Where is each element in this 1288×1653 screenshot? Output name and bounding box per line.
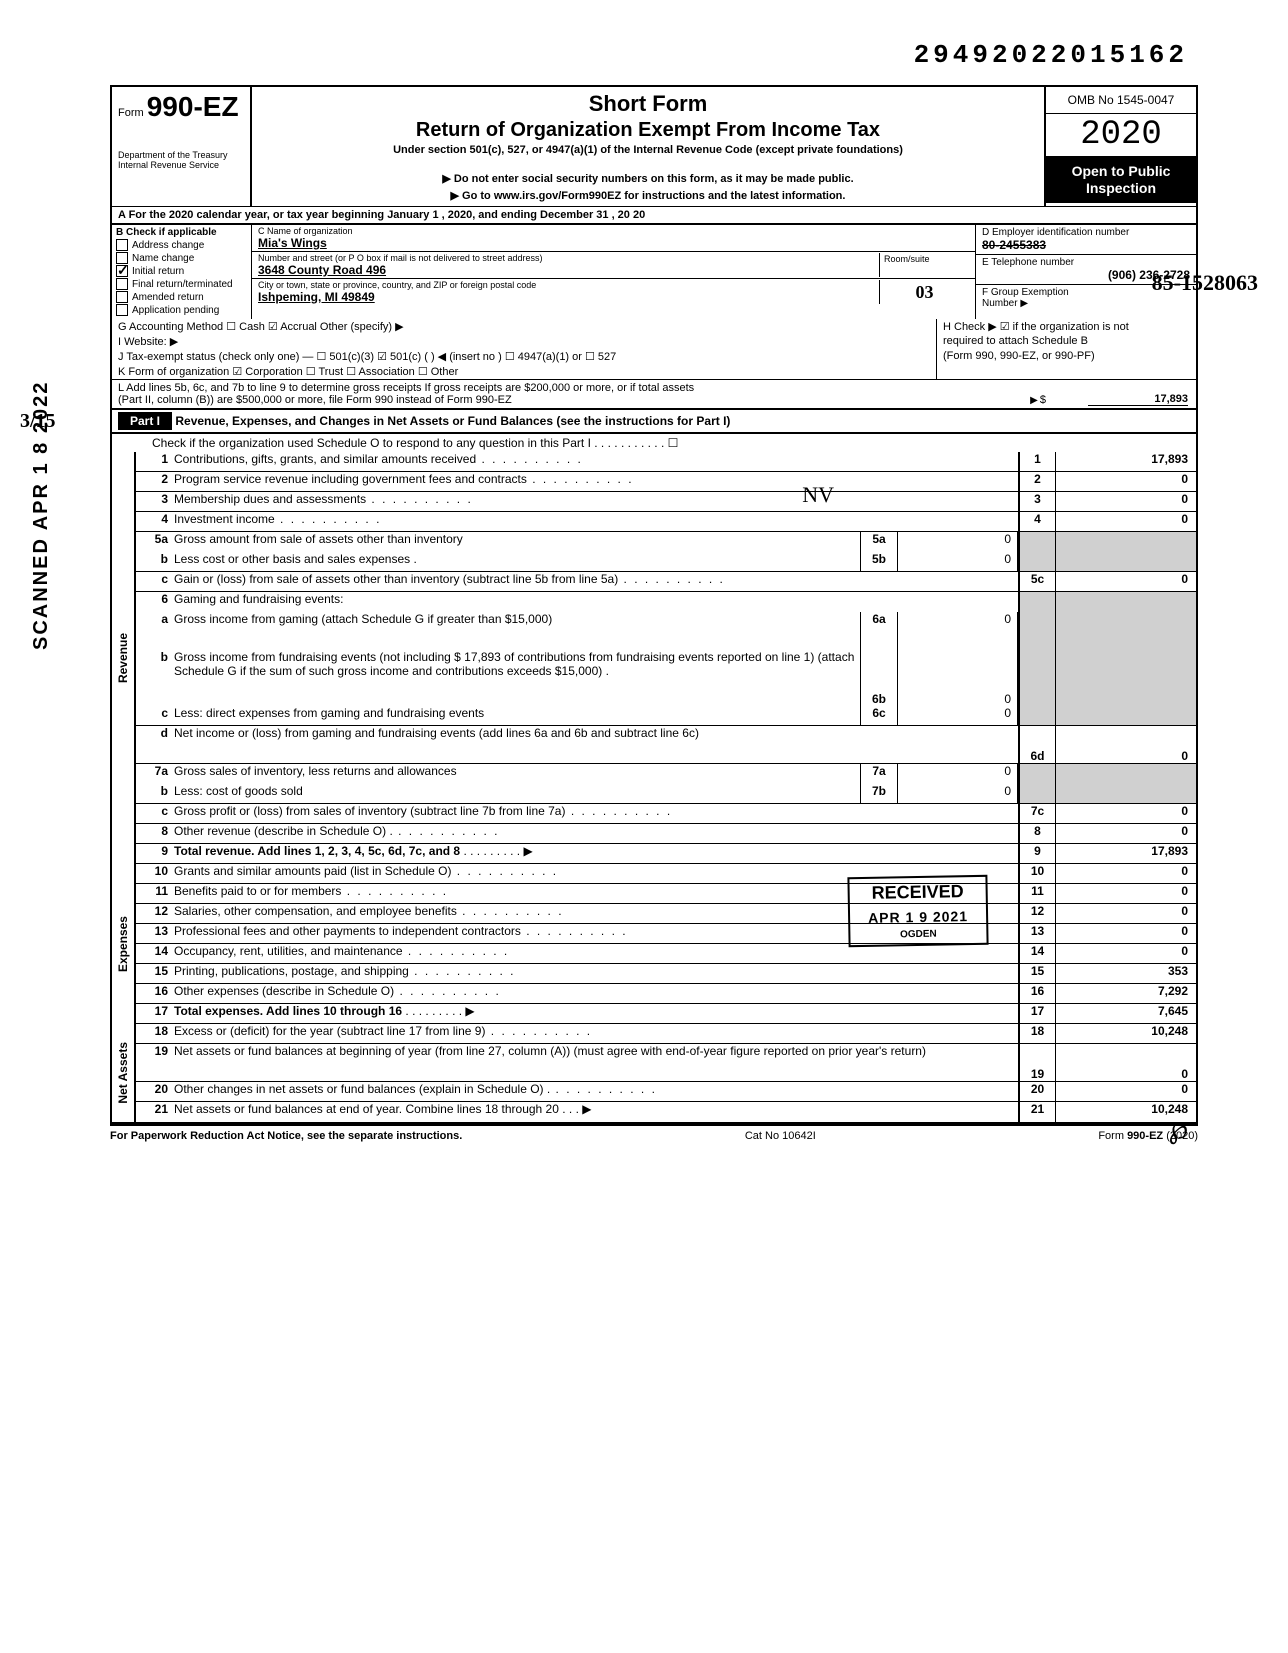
chk-pending[interactable] — [116, 304, 128, 316]
ein-handwritten: 85-1528063 — [1152, 270, 1258, 296]
ssn-note: ▶ Do not enter social security numbers o… — [260, 172, 1036, 185]
street-value: 3648 County Road 496 — [258, 263, 879, 277]
revenue-group: Revenue 1Contributions, gifts, grants, a… — [112, 452, 1196, 864]
ein-label: D Employer identification number — [982, 227, 1190, 238]
tel-label: E Telephone number — [982, 257, 1190, 268]
chk-address-change[interactable] — [116, 239, 128, 251]
net-assets-group: Net Assets 18Excess or (deficit) for the… — [112, 1024, 1196, 1124]
form-page: 29492022015162 SCANNED APR 1 8 2022 3/15… — [0, 0, 1288, 1176]
row-k: K Form of organization ☑ Corporation ☐ T… — [110, 364, 1198, 380]
open-inspection: Open to Public Inspection — [1046, 157, 1196, 203]
line-1-num: 1 — [1018, 452, 1056, 471]
tax-year: 2020 — [1046, 114, 1196, 157]
short-form-title: Short Form — [260, 91, 1036, 117]
room-label: Room/suite — [884, 254, 965, 264]
arrow-icon: $ — [1030, 394, 1046, 406]
part1-header-row: Part I Revenue, Expenses, and Changes in… — [110, 410, 1198, 434]
paperwork-notice: For Paperwork Reduction Act Notice, see … — [110, 1130, 462, 1142]
return-title: Return of Organization Exempt From Incom… — [260, 119, 1036, 142]
line-1-amt: 17,893 — [1056, 452, 1196, 471]
org-name: Mia's Wings — [258, 236, 969, 250]
omb-number: OMB No 1545-0047 — [1046, 87, 1196, 114]
website: I Website: ▶ — [112, 334, 936, 349]
part1-badge: Part I — [118, 412, 172, 430]
document-locator-number: 29492022015162 — [914, 40, 1188, 70]
dept-treasury: Department of the Treasury Internal Reve… — [118, 151, 244, 171]
right-header-box: OMB No 1545-0047 2020 Open to Public Ins… — [1046, 87, 1196, 206]
org-name-label: C Name of organization — [258, 226, 969, 236]
sched-b-note: required to attach Schedule B — [936, 334, 1196, 349]
signature-mark: ℘ — [1168, 1112, 1188, 1146]
form-number-box: Form 990-EZ Department of the Treasury I… — [112, 87, 252, 206]
form-header: Form 990-EZ Department of the Treasury I… — [110, 85, 1198, 206]
part1-check-line: Check if the organization used Schedule … — [110, 434, 1198, 452]
gross-receipts-amount: 17,893 — [1088, 393, 1188, 406]
expenses-label: Expenses — [112, 864, 136, 1024]
handwritten-315: 3/15 — [20, 410, 56, 433]
row-a-calendar: A For the 2020 calendar year, or tax yea… — [110, 206, 1198, 223]
row-g: G Accounting Method ☐ Cash ☑ Accrual Oth… — [110, 319, 1198, 334]
part1-title: Revenue, Expenses, and Changes in Net As… — [175, 414, 730, 428]
room-value-handwritten: 03 — [916, 282, 934, 303]
form-prefix: Form — [118, 107, 144, 119]
row-l: L Add lines 5b, 6c, and 7b to line 9 to … — [110, 380, 1198, 410]
net-assets-label: Net Assets — [112, 1024, 136, 1122]
entity-grid: B Check if applicable Address change Nam… — [110, 223, 1198, 319]
chk-final-return[interactable] — [116, 278, 128, 290]
form-table: Revenue 1Contributions, gifts, grants, a… — [110, 452, 1198, 1124]
initials-handwritten: NV — [802, 482, 834, 508]
group-exemption-number: Number ▶ — [982, 298, 1190, 309]
chk-amended[interactable] — [116, 291, 128, 303]
under-section: Under section 501(c), 527, or 4947(a)(1)… — [260, 144, 1036, 156]
ein-struck: 80-2455383 — [982, 238, 1046, 252]
street-label: Number and street (or P O box if mail is… — [258, 253, 879, 263]
city-label: City or town, state or province, country… — [258, 280, 879, 290]
form-990-note: (Form 990, 990-EZ, or 990-PF) — [936, 349, 1196, 364]
goto-note: ▶ Go to www.irs.gov/Form990EZ for instru… — [260, 189, 1036, 202]
form-of-org: K Form of organization ☑ Corporation ☐ T… — [112, 364, 936, 379]
chk-initial-return[interactable] — [116, 265, 128, 277]
expenses-group: Expenses 10Grants and similar amounts pa… — [112, 864, 1196, 1024]
row-i: I Website: ▶ required to attach Schedule… — [110, 334, 1198, 349]
tax-exempt-status: J Tax-exempt status (check only one) — ☐… — [112, 349, 936, 364]
col-c-name-address: C Name of organization Mia's Wings Numbe… — [252, 225, 976, 319]
title-box: Short Form Return of Organization Exempt… — [252, 87, 1046, 206]
received-stamp: RECEIVED APR 1 9 2021 OGDEN — [847, 875, 988, 947]
revenue-label: Revenue — [112, 452, 136, 864]
col-b-header: B Check if applicable — [116, 227, 247, 238]
form-number: 990-EZ — [147, 91, 239, 122]
page-footer: For Paperwork Reduction Act Notice, see … — [110, 1124, 1198, 1146]
col-b-checkboxes: B Check if applicable Address change Nam… — [112, 225, 252, 319]
row-j: J Tax-exempt status (check only one) — ☐… — [110, 349, 1198, 364]
accounting-method: G Accounting Method ☐ Cash ☑ Accrual Oth… — [112, 319, 936, 334]
catalog-number: Cat No 10642I — [745, 1130, 816, 1142]
h-check: H Check ▶ ☑ if the organization is not — [936, 319, 1196, 334]
city-value: Ishpeming, MI 49849 — [258, 290, 879, 304]
